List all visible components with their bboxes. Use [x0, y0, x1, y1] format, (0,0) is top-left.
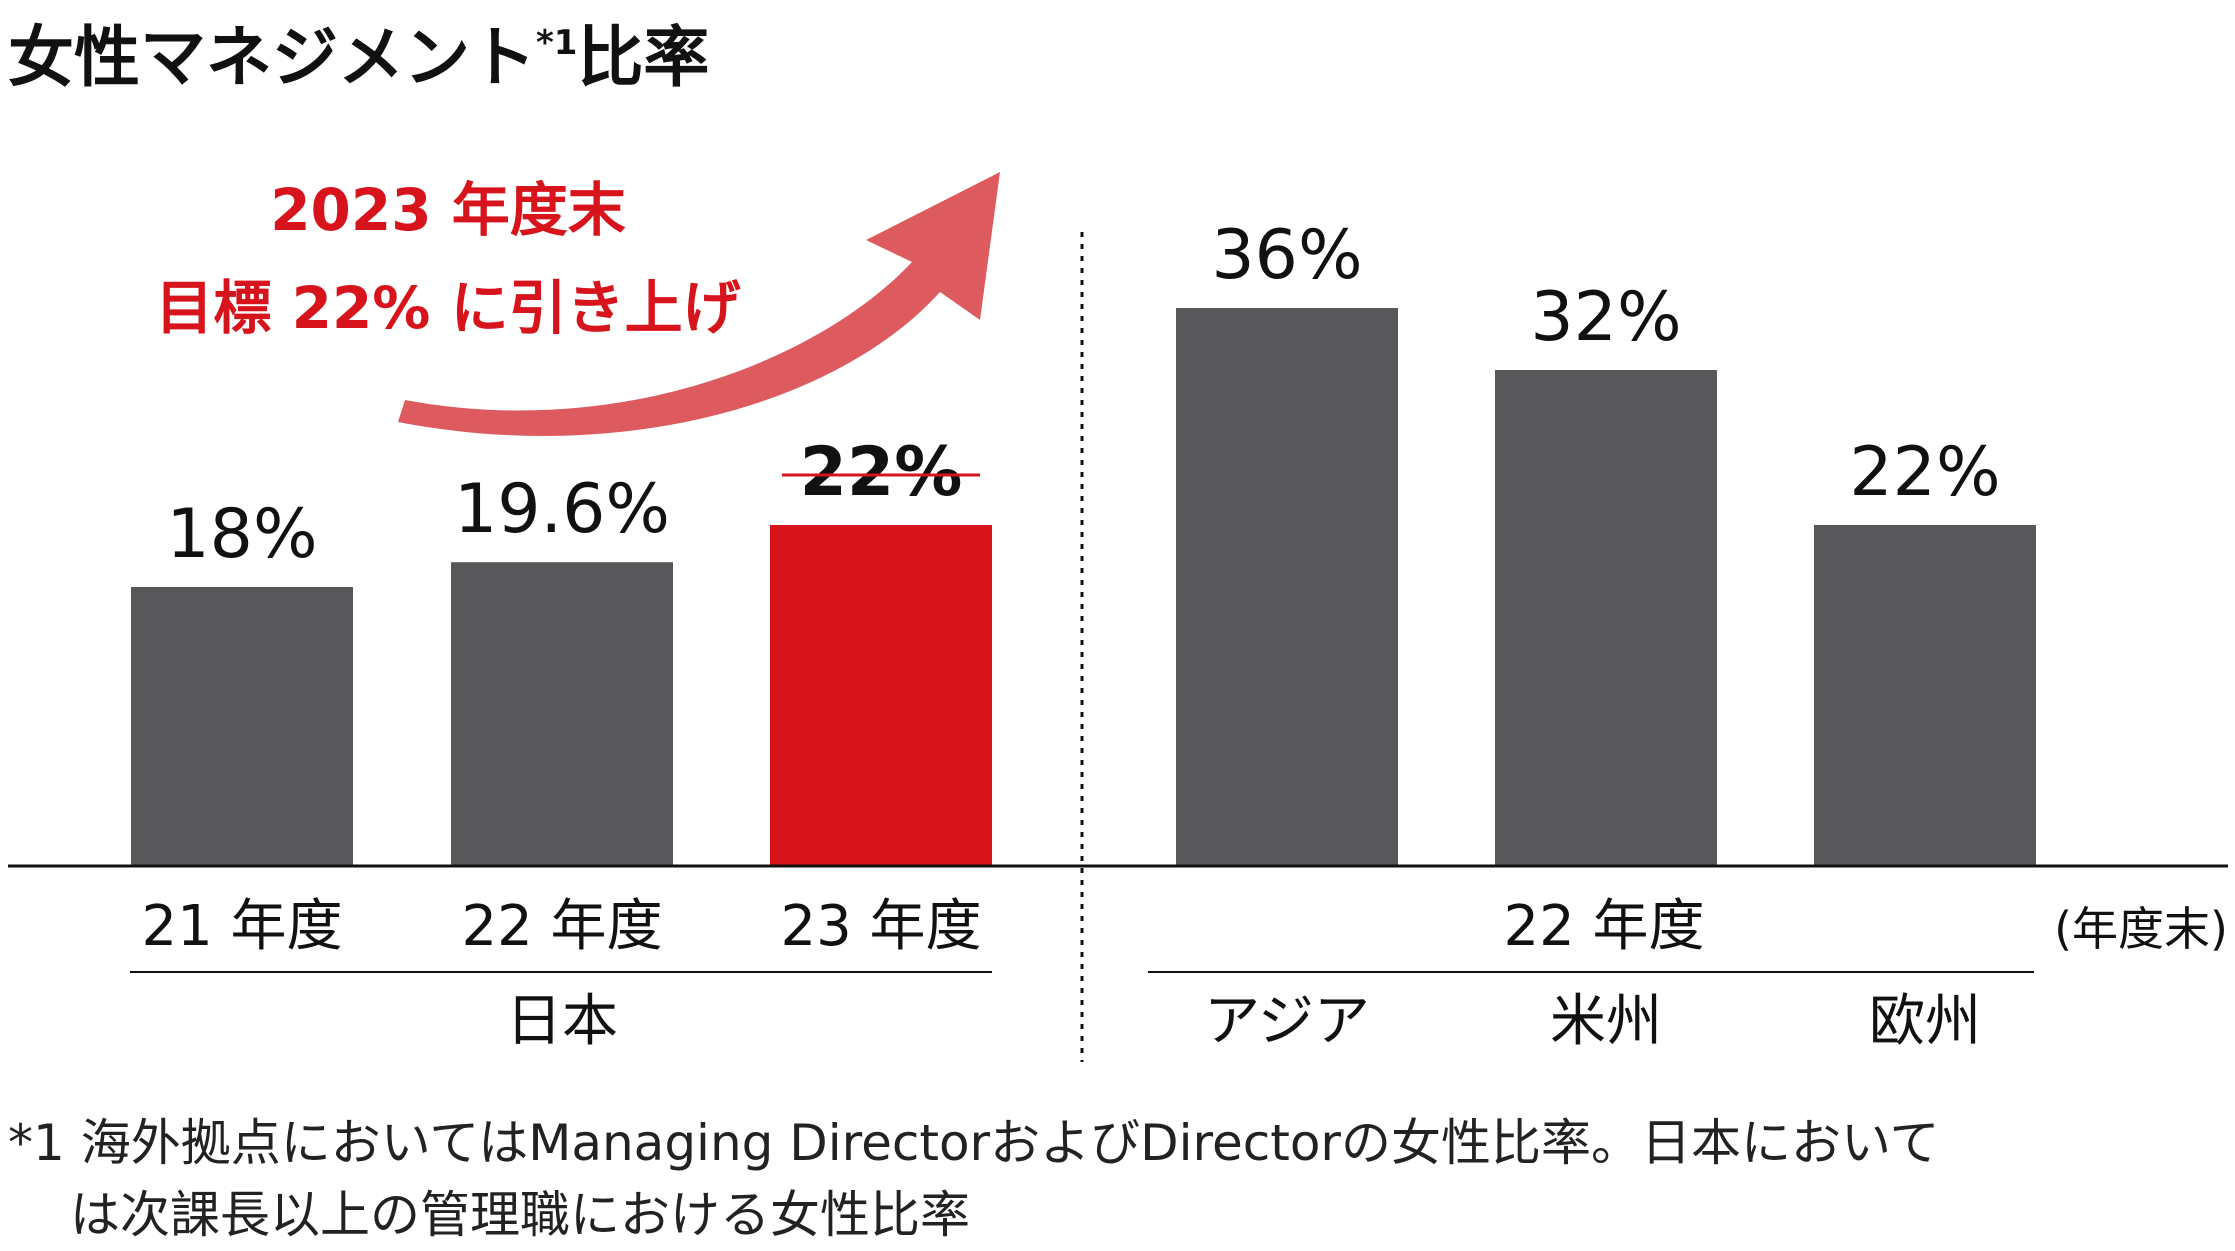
bar-overseas-1	[1495, 370, 1717, 866]
value-label-overseas-2: 22%	[1849, 433, 2000, 512]
footnote-line1: *1 海外拠点においてはManaging DirectorおよびDirector…	[8, 1114, 1939, 1172]
value-label-japan-2: 22%	[800, 433, 963, 512]
tick-label-overseas-1: 米州	[1550, 989, 1662, 1054]
tick-label-overseas-2: 欧州	[1869, 989, 1981, 1054]
target-annotation-line2: 目標 22% に引き上げ	[155, 274, 740, 342]
group-label-overseas: 22 年度	[1503, 894, 1704, 959]
bar-japan-2	[770, 525, 992, 866]
value-label-overseas-1: 32%	[1530, 278, 1681, 357]
tick-label-japan-0: 21 年度	[141, 894, 342, 959]
bar-overseas-0	[1176, 308, 1398, 866]
tick-label-japan-2: 23 年度	[780, 894, 981, 959]
bar-overseas-2	[1814, 525, 2036, 866]
chart-title-suffix: 比率	[577, 19, 709, 96]
chart-title: 女性マネジメント*1比率	[8, 19, 709, 96]
tick-label-overseas-0: アジア	[1204, 989, 1370, 1054]
value-label-overseas-0: 36%	[1211, 216, 1362, 295]
bar-japan-0	[131, 587, 353, 866]
growth-arrow-icon	[398, 172, 1000, 436]
footnote-line2: は次課長以上の管理職における女性比率	[70, 1186, 970, 1244]
bar-japan-1	[451, 562, 673, 866]
tick-label-japan-1: 22 年度	[461, 894, 662, 959]
target-annotation-line1: 2023 年度末	[270, 176, 626, 244]
unit-note: (年度末)	[2054, 902, 2228, 956]
group-label-japan: 日本	[506, 989, 618, 1054]
chart-title-superscript: *1	[536, 23, 577, 63]
chart-title-main: 女性マネジメント	[8, 19, 536, 96]
value-label-japan-0: 18%	[166, 495, 317, 574]
value-label-japan-1: 19.6%	[454, 470, 670, 549]
